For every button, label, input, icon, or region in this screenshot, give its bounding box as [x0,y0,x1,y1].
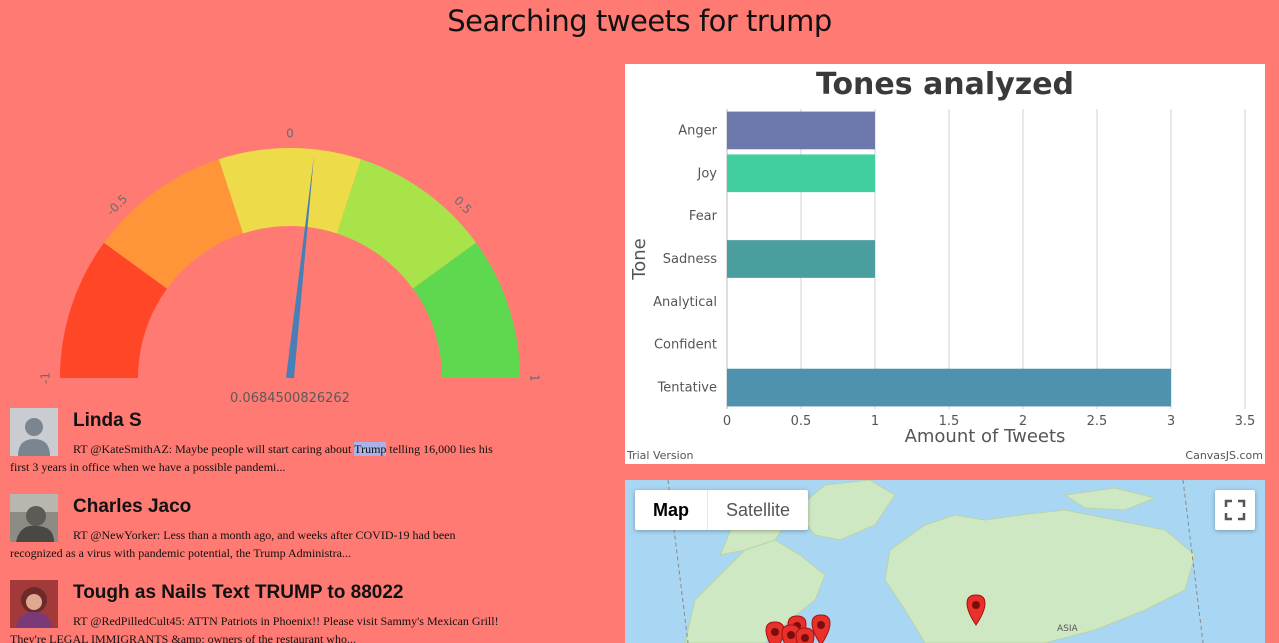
tweet-text: RT @NewYorker: Less than a month ago, an… [10,528,456,560]
gauge-segment [60,242,168,378]
sentiment-gauge: -1 -0.5 0 0.5 1 0.0684500826262 [30,120,550,410]
tweet-author[interactable]: Tough as Nails Text TRUMP to 88022 [73,582,404,603]
tweet-text: RT @RedPilledCult45: ATTN Patriots in Ph… [10,614,499,643]
map-type-control: Map Satellite [635,490,809,530]
page-title: Searching tweets for trump [447,4,832,38]
y-tick-label: Anger [678,123,717,138]
y-tick-label: Sadness [663,252,717,267]
y-tick-label: Confident [654,338,717,353]
x-axis-label: Amount of Tweets [905,426,1066,447]
x-tick-label: 3 [1167,414,1175,429]
tweet-item[interactable]: Charles Jaco RT @NewYorker: Less than a … [10,494,510,580]
search-highlight: Trump [354,442,387,456]
map-landmass [884,509,1196,643]
map-landmass [794,480,896,541]
tones-chart: Tones analyzed 0 0.5 1 1.5 2 2.5 3 3.5 Anger Joy Fe… [625,64,1265,464]
x-tick-label: 3.5 [1235,414,1256,429]
y-tick-label: Fear [689,209,718,224]
tweet-text: RT @KateSmithAZ: Maybe people will start… [10,442,493,474]
gauge-tick-label: 0 [286,127,294,141]
tweet-author[interactable]: Charles Jaco [73,496,192,517]
avatar[interactable] [10,408,58,456]
gauge-segment [218,147,362,234]
satellite-button[interactable]: Satellite [726,500,791,520]
x-tick-label: 2.5 [1087,414,1108,429]
tweet-author[interactable]: Linda S [73,410,142,431]
date-line [667,480,689,643]
y-axis-label: Tone [629,238,650,280]
map-marker-dot [972,601,980,609]
map-marker-dot [771,628,779,636]
fullscreen-button[interactable] [1215,490,1255,530]
bar-tentative[interactable] [727,368,1171,407]
fullscreen-icon [1224,499,1246,521]
map-marker-dot [817,621,825,629]
gauge-value-label: 0.0684500826262 [230,391,350,406]
gauge-segment [336,159,477,289]
trial-version-label: Trial Version [626,449,693,462]
y-tick-label: Joy [697,166,718,181]
tweet-item[interactable]: Tough as Nails Text TRUMP to 88022 RT @R… [10,580,510,643]
map-marker[interactable] [966,594,986,626]
map-marker-dot [787,631,795,639]
bar-joy[interactable] [727,154,875,193]
gauge-tick-label: -1 [39,372,53,384]
gauge-segment [103,159,244,289]
tweet-item[interactable]: Linda S RT @KateSmithAZ: Maybe people wi… [10,408,510,494]
chart-title: Tones analyzed [816,67,1074,102]
gauge-segment [412,242,520,378]
bar-anger[interactable] [727,111,875,150]
gauge-tick-label: 0.5 [451,193,474,216]
map-marker-dot [801,634,809,642]
gauge-needle [286,155,315,379]
y-tick-label: Analytical [653,295,717,310]
map-landmass [1063,487,1157,511]
tweet-map[interactable]: ASIA Map Satellite [625,480,1265,643]
x-tick-label: 2 [1019,414,1027,429]
avatar[interactable] [10,494,58,542]
x-tick-label: 0 [723,414,731,429]
tweet-list: Linda S RT @KateSmithAZ: Maybe people wi… [10,408,510,643]
x-tick-label: 1 [871,414,879,429]
map-region-label: ASIA [1057,624,1079,634]
gauge-tick-label: -0.5 [104,192,130,218]
avatar[interactable] [10,580,58,628]
y-tick-label: Tentative [657,381,717,396]
date-line [1182,480,1204,643]
map-button[interactable]: Map [635,490,708,530]
gauge-tick-label: 1 [528,374,542,382]
bar-sadness[interactable] [727,240,875,278]
canvasjs-credit-link[interactable]: CanvasJS.com [1185,449,1263,462]
x-tick-label: 0.5 [791,414,812,429]
x-tick-label: 1.5 [939,414,960,429]
